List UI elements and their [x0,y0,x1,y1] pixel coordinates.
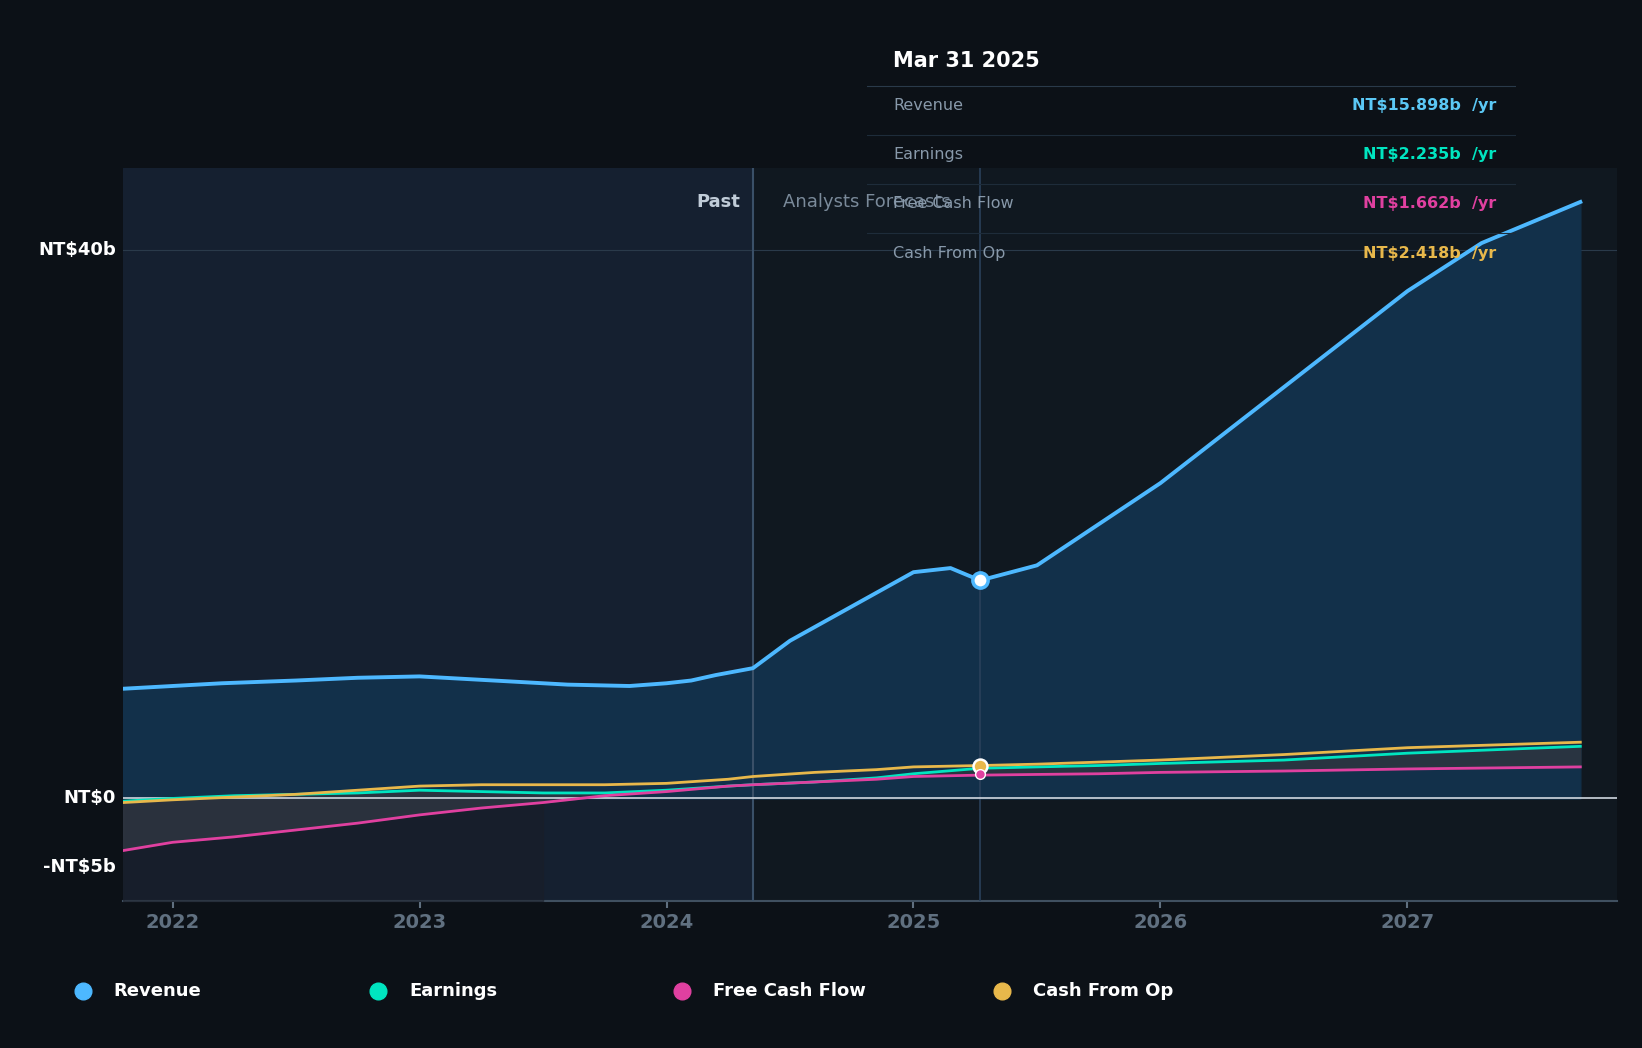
Text: Free Cash Flow: Free Cash Flow [713,982,865,1001]
Text: Analysts Forecasts: Analysts Forecasts [783,193,951,211]
Text: Mar 31 2025: Mar 31 2025 [893,51,1039,71]
Text: Earnings: Earnings [893,147,962,162]
Text: Revenue: Revenue [893,97,962,113]
Text: Past: Past [696,193,741,211]
Text: Cash From Op: Cash From Op [893,245,1005,261]
Bar [754,168,1617,901]
Text: Revenue: Revenue [113,982,202,1001]
Bar [123,168,754,901]
Text: NT$0: NT$0 [64,789,115,807]
Text: NT$40b: NT$40b [38,241,115,259]
Text: Earnings: Earnings [409,982,498,1001]
Text: Cash From Op: Cash From Op [1033,982,1174,1001]
Text: -NT$5b: -NT$5b [43,858,115,876]
Text: NT$1.662b  /yr: NT$1.662b /yr [1363,196,1496,212]
Text: NT$2.235b  /yr: NT$2.235b /yr [1363,147,1496,162]
Text: NT$15.898b  /yr: NT$15.898b /yr [1351,97,1496,113]
Text: NT$2.418b  /yr: NT$2.418b /yr [1363,245,1496,261]
Text: Free Cash Flow: Free Cash Flow [893,196,1013,212]
